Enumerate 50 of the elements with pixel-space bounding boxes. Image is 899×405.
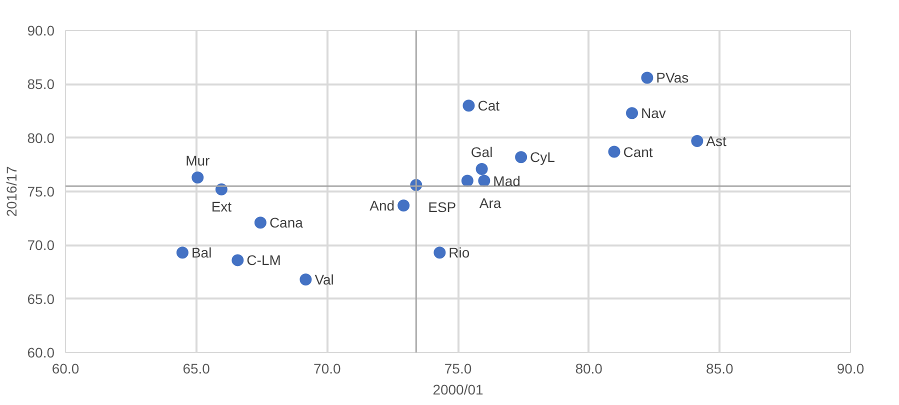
annotation: CyL [530,149,556,166]
annotation: Cant [623,144,653,160]
annotation: Mur [186,152,210,169]
point [462,100,475,112]
annotation: Cana [269,214,304,231]
point [476,162,488,175]
annotation: Cat [478,98,500,114]
x-tick-label: 75.0 [444,360,472,376]
point [691,135,704,148]
y-tick-label: 90.0 [27,22,55,38]
annotation: Mad [493,172,520,189]
annotation: C-LM [246,252,281,268]
annotation: Ara [479,194,502,211]
y-axis-title: 2016/17 [3,166,20,217]
annotation: Ast [706,133,726,150]
annotation: And [370,197,395,214]
annotation: PVas [656,70,689,86]
x-tick-label: 85.0 [706,360,734,376]
annotation: Gal [470,144,493,160]
point [608,146,620,158]
y-tick-label: 60.0 [27,344,55,360]
y-tick-label: 85.0 [27,76,55,92]
y-tick-label: 75.0 [27,184,55,200]
annotation: Nav [641,105,666,122]
point [478,174,490,187]
x-axis-title: 2000/01 [432,382,484,398]
point [398,199,410,212]
x-tick-label: 80.0 [575,360,603,376]
x-tick-label: 60.0 [52,360,80,376]
annotation: Bal [191,244,212,261]
point [515,151,528,164]
point [300,274,312,286]
annotation: Rio [448,244,470,261]
point [232,254,244,266]
x-tick-label: 90.0 [836,360,864,376]
y-tick-label: 80.0 [27,130,55,146]
point [626,107,638,120]
annotation: Val [314,272,334,288]
y-tick-label: 65.0 [27,290,55,307]
x-tick-label: 70.0 [314,360,342,376]
annotation: Ext [211,198,232,214]
point [176,246,188,259]
point [461,174,474,187]
y-tick-label: 70.0 [27,237,55,254]
x-tick-label: 65.0 [182,360,210,376]
point [192,172,204,184]
annotation: ESP [428,199,456,216]
point [641,72,654,84]
point [434,246,446,259]
point [254,216,266,229]
